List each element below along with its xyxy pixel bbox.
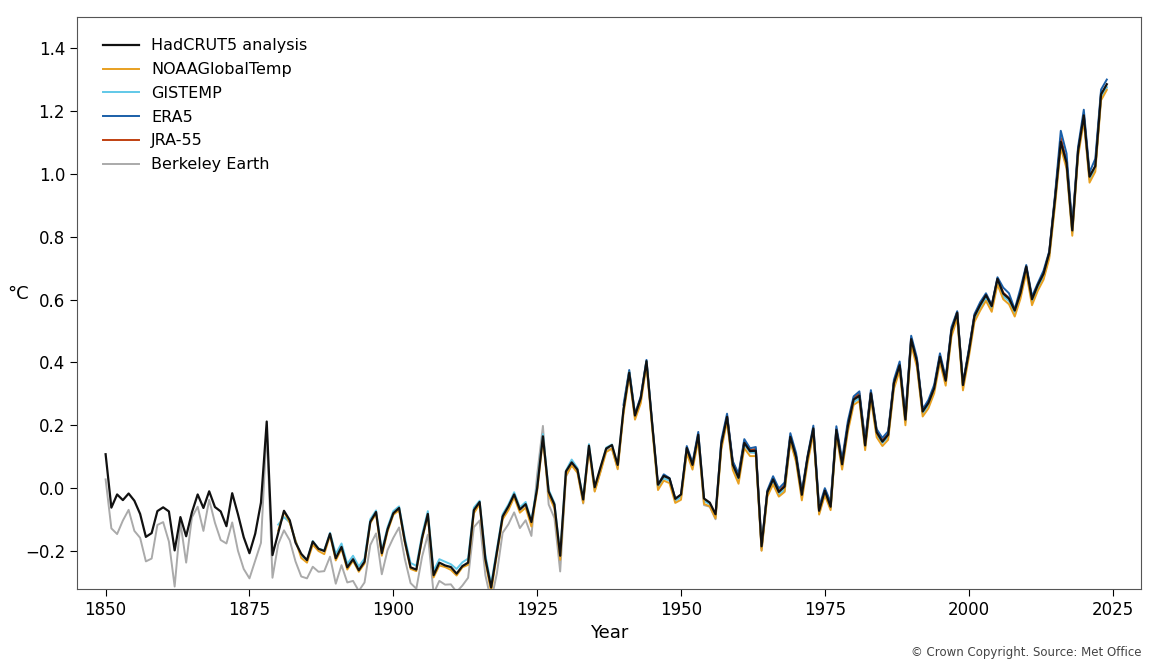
X-axis label: Year: Year xyxy=(589,624,629,642)
GISTEMP xyxy=(904,338,918,346)
Berkeley Earth xyxy=(846,396,860,404)
ERA5 xyxy=(755,541,769,549)
GISTEMP xyxy=(1100,83,1114,91)
Line: GISTEMP: GISTEMP xyxy=(278,87,1107,584)
HadCRUT5 analysis xyxy=(846,395,860,403)
Berkeley Earth xyxy=(484,597,498,605)
ERA5 xyxy=(767,472,780,480)
HadCRUT5 analysis xyxy=(449,570,463,578)
Legend: HadCRUT5 analysis, NOAAGlobalTemp, GISTEMP, ERA5, JRA-55, Berkeley Earth: HadCRUT5 analysis, NOAAGlobalTemp, GISTE… xyxy=(95,30,316,180)
GISTEMP xyxy=(755,544,769,552)
HadCRUT5 analysis xyxy=(484,584,498,592)
JRA-55 xyxy=(1094,90,1108,98)
GISTEMP xyxy=(277,513,291,521)
JRA-55 xyxy=(841,421,855,429)
NOAAGlobalTemp xyxy=(484,588,498,596)
Berkeley Earth xyxy=(449,588,463,596)
HadCRUT5 analysis xyxy=(387,509,401,517)
HadCRUT5 analysis xyxy=(179,532,193,540)
Line: Berkeley Earth: Berkeley Earth xyxy=(105,88,1107,601)
JRA-55 xyxy=(1019,263,1033,271)
NOAAGlobalTemp xyxy=(312,547,325,555)
Berkeley Earth xyxy=(179,559,193,567)
NOAAGlobalTemp xyxy=(1100,86,1114,94)
NOAAGlobalTemp xyxy=(928,389,941,397)
NOAAGlobalTemp xyxy=(277,508,291,516)
ERA5 xyxy=(1077,106,1091,114)
GISTEMP xyxy=(271,521,285,529)
NOAAGlobalTemp xyxy=(755,547,769,555)
JRA-55 xyxy=(749,445,763,453)
NOAAGlobalTemp xyxy=(904,341,918,349)
ERA5 xyxy=(616,401,630,409)
Berkeley Earth xyxy=(761,491,775,499)
HadCRUT5 analysis xyxy=(98,450,112,458)
JRA-55 xyxy=(720,411,734,419)
Berkeley Earth xyxy=(1100,84,1114,92)
Berkeley Earth xyxy=(98,475,112,483)
Text: © Crown Copyright. Source: Met Office: © Crown Copyright. Source: Met Office xyxy=(911,646,1142,659)
GISTEMP xyxy=(928,386,941,394)
NOAAGlobalTemp xyxy=(271,527,285,535)
HadCRUT5 analysis xyxy=(761,488,775,496)
HadCRUT5 analysis xyxy=(951,309,965,317)
GISTEMP xyxy=(1048,198,1062,206)
JRA-55 xyxy=(755,544,769,552)
Line: JRA-55: JRA-55 xyxy=(727,94,1101,548)
Line: ERA5: ERA5 xyxy=(623,80,1107,545)
ERA5 xyxy=(697,496,711,504)
GISTEMP xyxy=(312,545,325,553)
ERA5 xyxy=(789,449,802,457)
NOAAGlobalTemp xyxy=(1048,202,1062,210)
Line: NOAAGlobalTemp: NOAAGlobalTemp xyxy=(278,90,1107,592)
Line: HadCRUT5 analysis: HadCRUT5 analysis xyxy=(105,84,1107,588)
Y-axis label: °C: °C xyxy=(7,285,29,303)
GISTEMP xyxy=(484,580,498,588)
JRA-55 xyxy=(887,378,901,386)
JRA-55 xyxy=(1071,149,1085,157)
ERA5 xyxy=(864,386,878,394)
ERA5 xyxy=(772,484,786,492)
ERA5 xyxy=(1100,76,1114,84)
HadCRUT5 analysis xyxy=(1100,80,1114,88)
Berkeley Earth xyxy=(387,534,401,542)
Berkeley Earth xyxy=(951,310,965,318)
JRA-55 xyxy=(818,485,831,493)
